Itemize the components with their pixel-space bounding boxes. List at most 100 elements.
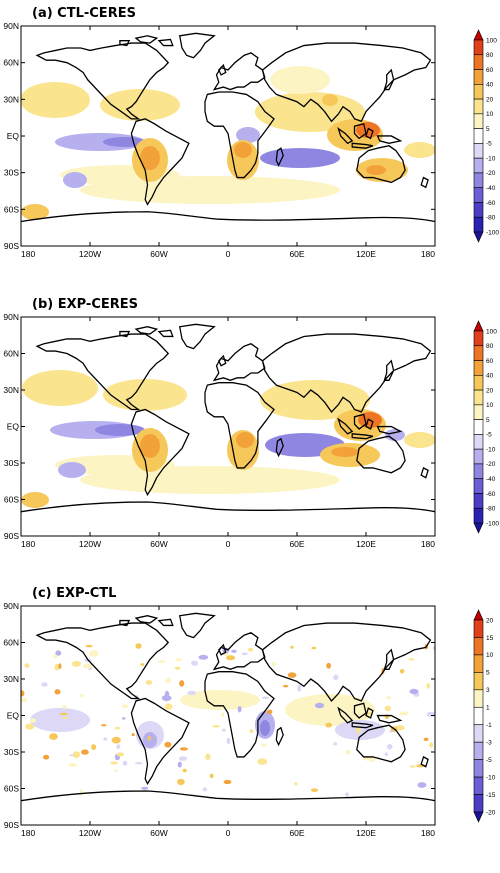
y-tick-label: 60N [3, 58, 19, 68]
y-tick-label: 60S [4, 204, 19, 214]
field-speckle [54, 689, 61, 695]
x-tick-label: 60E [289, 828, 304, 838]
colorbar-tick-label: -60 [486, 200, 496, 207]
y-tick-label: 60S [4, 495, 19, 505]
colorbar-tick-label: 60 [486, 358, 494, 365]
x-tick-label: 180 [421, 249, 435, 259]
field-speckle [222, 728, 226, 732]
field-speckle [287, 672, 297, 678]
field-speckle [426, 711, 435, 717]
colorbar-tick-label: -40 [486, 185, 496, 192]
field-speckle [135, 762, 143, 765]
field-speckle [21, 690, 25, 697]
field-speckle [345, 749, 351, 755]
field-speckle [161, 695, 172, 701]
field-speckle [175, 658, 182, 662]
colorbar-swatch [473, 724, 484, 743]
field-speckle [325, 722, 333, 728]
colorbar-swatch [473, 654, 484, 673]
colorbar-tick-label: -20 [486, 809, 496, 816]
field-speckle [212, 725, 221, 728]
y-tick-label: 90N [3, 21, 19, 31]
field-speckle [164, 703, 173, 710]
colorbar-tick-label: -80 [486, 215, 496, 222]
colorbar-swatch [473, 216, 484, 233]
x-tick-label: 60E [289, 539, 304, 549]
y-tick-label: EQ [7, 131, 20, 141]
field-speckle [59, 712, 68, 716]
field-speckle [261, 696, 270, 699]
colorbar-swatch [473, 672, 484, 691]
field-speckle [21, 697, 28, 703]
field-speckle [110, 761, 118, 765]
field-speckle [249, 729, 254, 734]
field-speckle [423, 737, 429, 742]
colorbar-tick-label: -10 [486, 155, 496, 162]
field-speckle [25, 723, 35, 730]
colorbar-tick-label: -100 [486, 229, 499, 236]
panel-b-colorbar: 100 80 60 40 20 10 5 -5 -10 -20 -40 -60 -80 -100 [473, 320, 499, 534]
panel-c-colorbar: 20 15 10 5 3 1 -1 -3 -5 -10 -15 -20 [473, 609, 496, 823]
field-speckle [179, 747, 188, 751]
x-tick-label: 120W [79, 539, 101, 549]
colorbar-swatch [473, 689, 484, 708]
colorbar-swatch [473, 375, 484, 391]
colorbar-tick-label: 100 [486, 328, 497, 335]
colorbar-top-arrow [473, 320, 484, 332]
colorbar-tick-label: -80 [486, 506, 496, 513]
y-tick-label: 90S [4, 820, 19, 830]
y-tick-label: 60N [3, 349, 19, 359]
colorbar-swatch [473, 113, 484, 129]
colorbar-tick-label: 40 [486, 82, 494, 89]
field-speckle [326, 662, 331, 669]
field-speckle [135, 643, 142, 649]
field-speckle [145, 680, 153, 685]
panel-c-yticks: 90N 60N 30N EQ 30S 60S 90S [3, 601, 435, 830]
panel-a: (a) CTL-CERES [3, 6, 499, 259]
field-speckle [157, 660, 166, 664]
colorbar-tick-label: 80 [486, 52, 494, 59]
panel-c-xticks: 180 120W 60W 0 60E 120E 180 [20, 606, 436, 838]
colorbar-swatch [473, 404, 484, 420]
field-speckle [202, 787, 208, 792]
field-speckle [294, 782, 298, 786]
x-tick-label: 120W [79, 249, 101, 259]
y-tick-label: 90N [3, 312, 19, 322]
y-tick-label: 60S [4, 784, 19, 794]
y-tick-label: 30N [3, 94, 19, 104]
colorbar-tick-label: -100 [486, 520, 499, 527]
colorbar-swatch [473, 478, 484, 494]
colorbar-bottom-arrow [473, 231, 484, 243]
field-speckle [257, 758, 268, 765]
panel-a-map [21, 26, 435, 246]
x-tick-label: 120E [356, 249, 376, 259]
field-speckle [384, 752, 388, 757]
field-speckle [333, 742, 338, 746]
field-speckle [164, 741, 172, 748]
field-speckle [198, 654, 209, 660]
colorbar-tick-label: 10 [486, 111, 494, 118]
field-speckle [179, 680, 185, 687]
field-speckle [399, 668, 405, 674]
colorbar-swatch [473, 463, 484, 479]
x-tick-label: 60W [150, 539, 167, 549]
colorbar-tick-label: -10 [486, 446, 496, 453]
field-speckle [91, 744, 97, 751]
colorbar-swatch [473, 794, 484, 813]
field-speckle [81, 749, 89, 755]
colorbar-swatch [473, 389, 484, 406]
field-speckle [290, 645, 294, 649]
colorbar-swatch [473, 619, 484, 638]
field-speckle [121, 704, 129, 709]
colorbar-tick-label: 5 [486, 670, 490, 677]
colorbar-tick-label: 1 [486, 705, 490, 712]
y-tick-label: EQ [7, 422, 20, 432]
field-speckle [310, 788, 319, 792]
colorbar-swatch [473, 128, 484, 144]
field-speckle [49, 733, 58, 740]
field-speckle [89, 650, 99, 657]
colorbar-swatch [473, 776, 484, 795]
colorbar-swatch [473, 493, 484, 509]
colorbar-swatch [473, 741, 484, 760]
